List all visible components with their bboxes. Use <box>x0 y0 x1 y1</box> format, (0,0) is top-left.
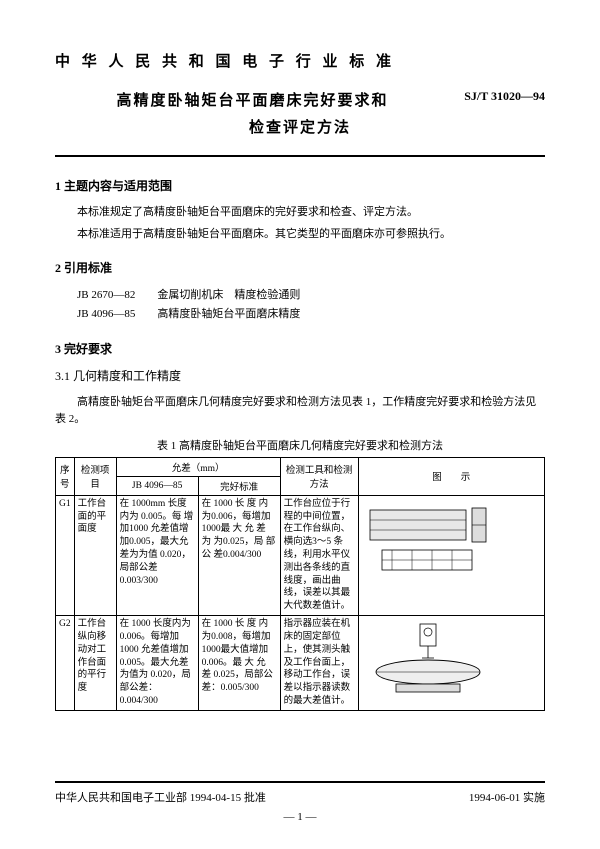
th-tol2: 完好标准 <box>198 476 280 495</box>
ref-2-name: 高精度卧轴矩台平面磨床精度 <box>157 308 300 320</box>
page-number: — 1 — <box>55 811 545 823</box>
ref-1: JB 2670—82 金属切削机床 精度检验通则 <box>77 286 545 305</box>
section-3-1-head: 3.1 几何精度和工作精度 <box>55 367 545 384</box>
standard-code: SJ/T 31020—94 <box>450 89 545 104</box>
ref-1-code: JB 2670—82 <box>77 289 135 301</box>
main-title-2: 检查评定方法 <box>55 116 545 137</box>
th-method: 检测工具和检测方法 <box>280 457 358 495</box>
main-title-1: 高精度卧轴矩台平面磨床完好要求和 <box>55 89 450 110</box>
header-org: 中 华 人 民 共 和 国 电 子 行 业 标 准 <box>55 50 545 71</box>
cell-method: 指示器应装在机床的固定部位上，使其测头触及工作台面上，移动工作台，误差以指示器读… <box>280 616 358 711</box>
th-tol-group: 允差（mm） <box>116 457 280 476</box>
cell-tol1: 在 1000 长度内为 0.006。每增加1000 允差值增加0.005。最大允… <box>116 616 198 711</box>
th-seq: 序号 <box>56 457 75 495</box>
ref-1-name: 金属切削机床 精度检验通则 <box>157 289 300 301</box>
cell-seq: G1 <box>56 495 75 615</box>
table-1-caption: 表 1 高精度卧轴矩台平面磨床几何精度完好要求和检测方法 <box>55 437 545 453</box>
footer-rule <box>55 781 545 783</box>
cell-tol2: 在 1000 长 度 内 为0.008，每增加1000最大值增加 0.006。最… <box>198 616 280 711</box>
section-3-head: 3 完好要求 <box>55 340 545 357</box>
section-1-p1: 本标准规定了高精度卧轴矩台平面磨床的完好要求和检查、评定方法。 <box>55 204 545 222</box>
diagram-g2-icon <box>362 618 492 703</box>
footer: 中华人民共和国电子工业部 1994-04-15 批准 1994-06-01 实施… <box>55 781 545 823</box>
cell-item: 工作台纵向移动对工作台面的平行度 <box>74 616 116 711</box>
cell-diagram <box>358 616 544 711</box>
cell-tol1: 在 1000mm 长度内为 0.005。每 增 加1000 允差值增加0.005… <box>116 495 198 615</box>
th-tol1: JB 4096—85 <box>116 476 198 495</box>
th-item: 检测项目 <box>74 457 116 495</box>
ref-2: JB 4096—85 高精度卧轴矩台平面磨床精度 <box>77 305 545 324</box>
footer-left: 中华人民共和国电子工业部 1994-04-15 批准 <box>55 789 266 805</box>
cell-item: 工作台面的平面度 <box>74 495 116 615</box>
cell-seq: G2 <box>56 616 75 711</box>
title-row: 高精度卧轴矩台平面磨床完好要求和 SJ/T 31020—94 <box>55 89 545 110</box>
table-row: G1 工作台面的平面度 在 1000mm 长度内为 0.005。每 增 加100… <box>56 495 545 615</box>
table-row: G2 工作台纵向移动对工作台面的平行度 在 1000 长度内为 0.006。每增… <box>56 616 545 711</box>
section-1-p2: 本标准适用于高精度卧轴矩台平面磨床。其它类型的平面磨床亦可参照执行。 <box>55 226 545 244</box>
section-2-head: 2 引用标准 <box>55 259 545 276</box>
section-1-head: 1 主题内容与适用范围 <box>55 177 545 194</box>
ref-2-code: JB 4096—85 <box>77 308 135 320</box>
diagram-g1-icon <box>362 498 492 578</box>
cell-method: 工作台应位于行程的中间位置，在工作台纵向、横向选3～5 条线，利用水平仪测出各条… <box>280 495 358 615</box>
cell-tol2: 在 1000 长 度 内 为0.006，每增加1000最 大 允 差 为 为0.… <box>198 495 280 615</box>
footer-right: 1994-06-01 实施 <box>469 789 545 805</box>
section-3-p1: 高精度卧轴矩台平面磨床几何精度完好要求和检测方法见表 1，工作精度完好要求和检验… <box>55 394 545 429</box>
cell-diagram <box>358 495 544 615</box>
title-rule <box>55 155 545 157</box>
th-diagram: 图 示 <box>358 457 544 495</box>
table-1: 序号 检测项目 允差（mm） 检测工具和检测方法 图 示 JB 4096—85 … <box>55 457 545 711</box>
